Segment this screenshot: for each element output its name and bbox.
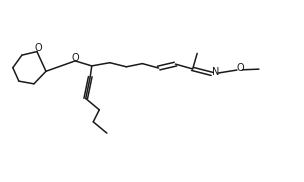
- Text: N: N: [212, 67, 220, 77]
- Text: O: O: [71, 53, 79, 63]
- Text: O: O: [237, 63, 244, 73]
- Text: O: O: [35, 43, 42, 53]
